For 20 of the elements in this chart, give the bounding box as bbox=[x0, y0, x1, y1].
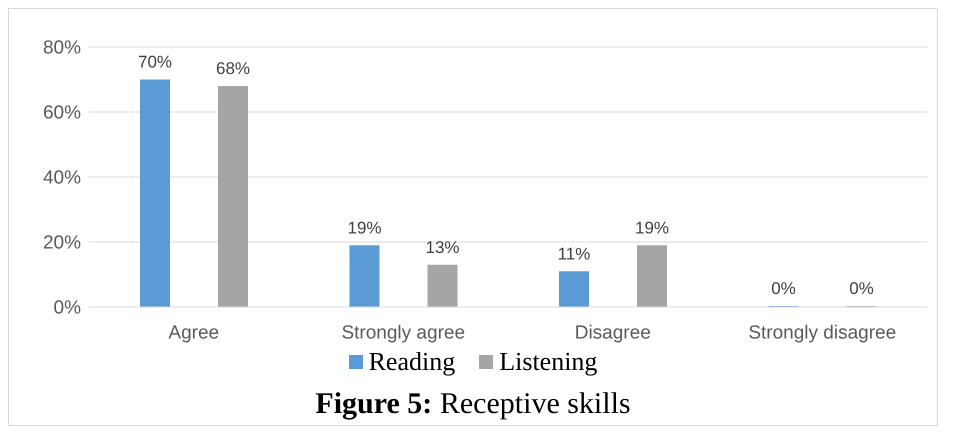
data-label: 68% bbox=[216, 59, 250, 78]
data-label: 19% bbox=[347, 218, 382, 238]
y-tick-label: 80% bbox=[42, 38, 82, 59]
legend-label: Listening bbox=[498, 347, 598, 377]
x-tick-label: Agree bbox=[168, 322, 220, 344]
x-tick-label: Strongly agree bbox=[341, 322, 466, 344]
text: Figure 5: Receptive skills bbox=[314, 387, 632, 421]
data-label: 0% bbox=[771, 279, 796, 298]
y-tick-label: 20% bbox=[42, 232, 82, 254]
y-tick-label: 0% bbox=[54, 298, 82, 319]
data-label: 11% bbox=[558, 244, 590, 264]
y-tick-label: 60% bbox=[42, 102, 82, 124]
data-label: 70% bbox=[138, 52, 172, 72]
data-label: 13% bbox=[425, 238, 460, 257]
x-tick-label: Disagree bbox=[574, 322, 651, 344]
y-tick-label: 40% bbox=[42, 168, 82, 189]
x-tick-label: Strongly disagree bbox=[748, 322, 896, 344]
legend-label: Reading bbox=[368, 347, 456, 377]
data-label: 19% bbox=[634, 218, 670, 238]
data-label: 0% bbox=[849, 279, 874, 298]
